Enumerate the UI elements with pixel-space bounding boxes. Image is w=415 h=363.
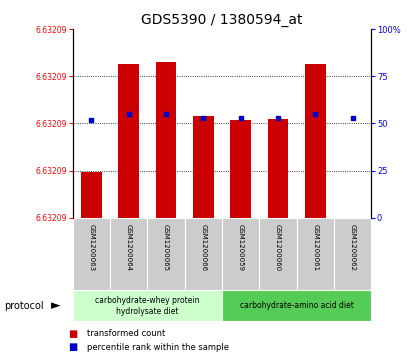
Bar — [334, 218, 371, 290]
Text: carbohydrate-amino acid diet: carbohydrate-amino acid diet — [240, 301, 354, 310]
Text: GSM1200059: GSM1200059 — [238, 224, 244, 270]
Bar — [110, 218, 147, 290]
Bar — [73, 218, 110, 290]
Text: GSM1200066: GSM1200066 — [200, 224, 206, 271]
Bar — [81, 172, 102, 218]
Bar — [185, 218, 222, 290]
Bar — [305, 64, 326, 218]
Bar — [147, 218, 185, 290]
Bar — [259, 218, 297, 290]
Text: transformed count: transformed count — [87, 329, 166, 338]
Text: GSM1200063: GSM1200063 — [88, 224, 94, 271]
Title: GDS5390 / 1380594_at: GDS5390 / 1380594_at — [141, 13, 303, 26]
Bar — [297, 218, 334, 290]
Bar — [193, 116, 214, 218]
Text: GSM1200060: GSM1200060 — [275, 224, 281, 271]
Bar — [230, 120, 251, 218]
Bar — [342, 218, 363, 220]
Text: GSM1200062: GSM1200062 — [350, 224, 356, 270]
Text: ►: ► — [51, 299, 61, 312]
Bar — [156, 62, 176, 218]
Text: GSM1200064: GSM1200064 — [126, 224, 132, 270]
Bar — [118, 64, 139, 218]
Text: ■: ■ — [68, 329, 78, 339]
Text: GSM1200065: GSM1200065 — [163, 224, 169, 270]
Text: ■: ■ — [68, 342, 78, 352]
Bar — [222, 290, 371, 321]
Text: percentile rank within the sample: percentile rank within the sample — [87, 343, 229, 352]
Text: protocol: protocol — [4, 301, 44, 311]
Text: carbohydrate-whey protein
hydrolysate diet: carbohydrate-whey protein hydrolysate di… — [95, 296, 200, 315]
Bar — [268, 119, 288, 218]
Bar — [222, 218, 259, 290]
Bar — [73, 290, 222, 321]
Text: GSM1200061: GSM1200061 — [312, 224, 318, 271]
